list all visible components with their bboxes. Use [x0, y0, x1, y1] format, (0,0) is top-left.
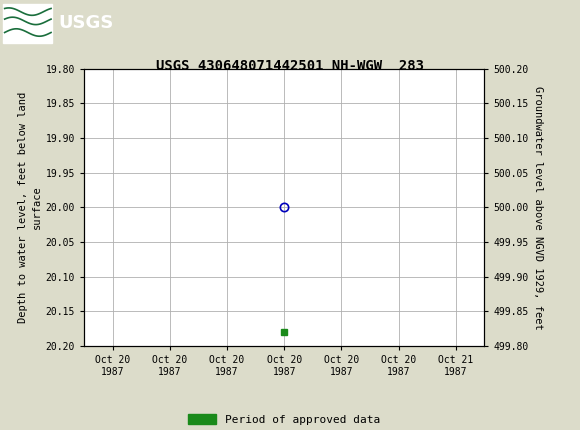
- Text: USGS 430648071442501 NH-WGW  283: USGS 430648071442501 NH-WGW 283: [156, 59, 424, 73]
- Legend: Period of approved data: Period of approved data: [184, 410, 385, 429]
- Y-axis label: Depth to water level, feet below land
surface: Depth to water level, feet below land su…: [19, 92, 42, 323]
- Bar: [3, 4, 52, 43]
- Text: USGS: USGS: [58, 14, 113, 32]
- Y-axis label: Groundwater level above NGVD 1929, feet: Groundwater level above NGVD 1929, feet: [533, 86, 543, 329]
